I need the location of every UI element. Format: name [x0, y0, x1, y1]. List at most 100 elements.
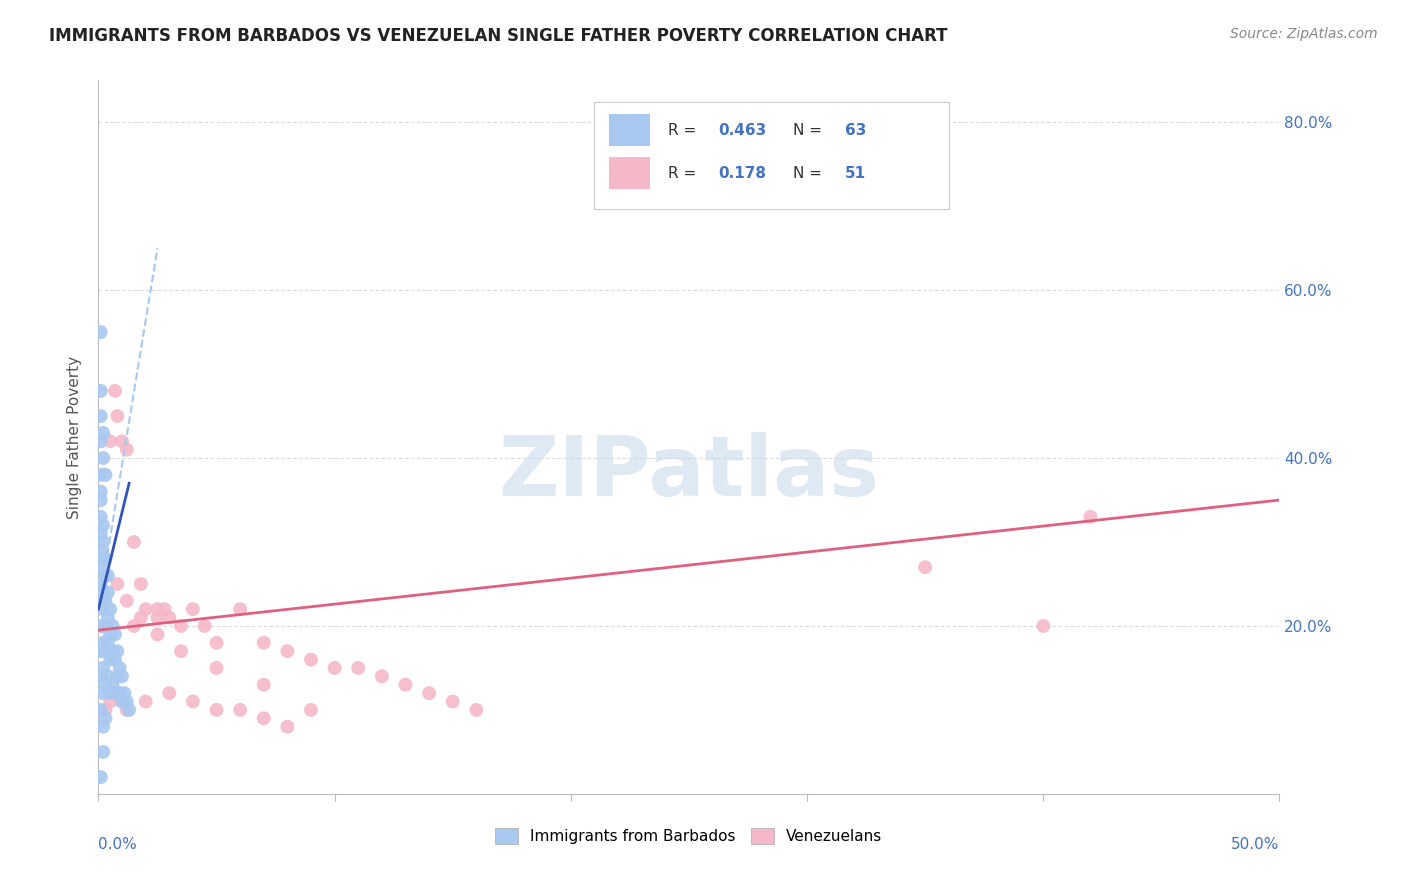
Point [91, 451, 114, 466]
Text: 63: 63 [845, 123, 866, 137]
Point [104, 652, 127, 666]
Point [90, 703, 112, 717]
Point [91, 602, 114, 616]
Text: 50.0%: 50.0% [1232, 837, 1279, 852]
Point [111, 669, 134, 683]
Point [91, 518, 114, 533]
Point [194, 619, 217, 633]
Point [90, 644, 112, 658]
Point [146, 627, 169, 641]
Text: R =: R = [668, 123, 700, 137]
Point [97, 585, 120, 599]
Point [253, 711, 276, 725]
Point [94, 678, 117, 692]
Point [111, 434, 134, 449]
Text: IMMIGRANTS FROM BARBADOS VS VENEZUELAN SINGLE FATHER POVERTY CORRELATION CHART: IMMIGRANTS FROM BARBADOS VS VENEZUELAN S… [49, 27, 948, 45]
Point [101, 644, 124, 658]
Point [914, 560, 936, 574]
Point [129, 577, 152, 591]
Point [146, 610, 169, 624]
Point [90, 434, 112, 449]
Point [98, 694, 121, 708]
Point [170, 619, 193, 633]
Point [90, 669, 112, 683]
Point [111, 694, 134, 708]
Point [90, 325, 112, 339]
Point [94, 644, 117, 658]
Point [157, 610, 180, 624]
Point [98, 434, 121, 449]
Point [323, 661, 346, 675]
Point [104, 384, 127, 398]
Text: ZIPatlas: ZIPatlas [499, 433, 879, 513]
Point [122, 535, 145, 549]
Point [101, 678, 124, 692]
Point [90, 409, 112, 423]
Point [108, 661, 131, 675]
Y-axis label: Single Father Poverty: Single Father Poverty [67, 356, 83, 518]
Point [1080, 509, 1102, 524]
Point [229, 703, 252, 717]
Point [90, 509, 112, 524]
Point [347, 661, 370, 675]
Point [441, 694, 464, 708]
Point [94, 551, 117, 566]
Point [157, 686, 180, 700]
Point [97, 610, 120, 624]
Point [299, 703, 322, 717]
Point [299, 652, 322, 666]
Point [253, 678, 276, 692]
Text: N =: N = [793, 123, 827, 137]
Text: 51: 51 [845, 166, 866, 180]
Point [229, 602, 252, 616]
Point [91, 535, 114, 549]
Point [170, 644, 193, 658]
Point [98, 686, 121, 700]
Point [90, 577, 112, 591]
Point [135, 602, 157, 616]
Point [98, 652, 121, 666]
Point [90, 560, 112, 574]
Point [118, 703, 141, 717]
Point [98, 602, 121, 616]
Point [205, 636, 228, 650]
Point [94, 568, 117, 582]
Point [105, 669, 128, 683]
Point [181, 602, 204, 616]
Point [129, 610, 152, 624]
FancyBboxPatch shape [595, 102, 949, 209]
Point [90, 493, 112, 508]
Point [90, 467, 112, 482]
Point [146, 602, 169, 616]
Text: 0.463: 0.463 [718, 123, 766, 137]
Text: N =: N = [793, 166, 827, 180]
Point [90, 484, 112, 499]
Text: R =: R = [668, 166, 706, 180]
Point [94, 594, 117, 608]
Point [418, 686, 440, 700]
Point [90, 594, 112, 608]
Point [90, 770, 112, 784]
Text: 0.178: 0.178 [718, 166, 766, 180]
Point [205, 703, 228, 717]
Point [205, 661, 228, 675]
Point [276, 644, 298, 658]
Point [105, 686, 128, 700]
Point [108, 686, 131, 700]
Point [94, 467, 117, 482]
Point [91, 619, 114, 633]
Point [1032, 619, 1054, 633]
Point [465, 703, 488, 717]
Point [91, 425, 114, 440]
Point [112, 686, 135, 700]
Point [90, 384, 112, 398]
Text: Source: ZipAtlas.com: Source: ZipAtlas.com [1230, 27, 1378, 41]
Point [153, 602, 176, 616]
FancyBboxPatch shape [609, 114, 650, 146]
Point [394, 678, 416, 692]
Text: 0.0%: 0.0% [98, 837, 138, 852]
Point [276, 720, 298, 734]
Point [97, 636, 120, 650]
Point [115, 694, 138, 708]
Point [122, 619, 145, 633]
